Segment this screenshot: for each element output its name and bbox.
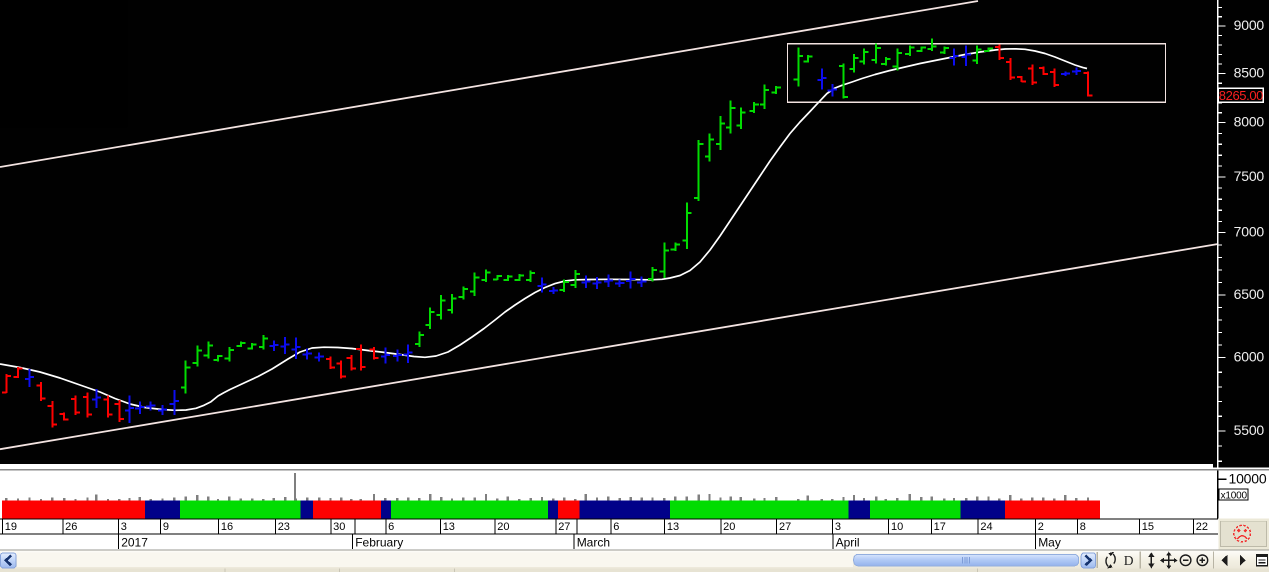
- svg-text:27: 27: [779, 521, 791, 533]
- svg-text:March: March: [577, 535, 610, 549]
- svg-text:8265.00: 8265.00: [1219, 88, 1263, 103]
- svg-text:30: 30: [333, 521, 345, 533]
- svg-text:8000: 8000: [1234, 114, 1265, 130]
- svg-text:6: 6: [388, 521, 394, 533]
- svg-text:16: 16: [221, 521, 233, 533]
- svg-text:2017: 2017: [121, 535, 148, 549]
- svg-text:19: 19: [5, 521, 17, 533]
- svg-text:3: 3: [835, 521, 841, 533]
- svg-text:3: 3: [121, 521, 127, 533]
- svg-text:24: 24: [980, 521, 992, 533]
- svg-text:20: 20: [497, 521, 509, 533]
- svg-text:6500: 6500: [1234, 286, 1265, 302]
- svg-text:5500: 5500: [1234, 422, 1265, 438]
- svg-text:6000: 6000: [1234, 349, 1265, 365]
- svg-text:9000: 9000: [1234, 17, 1265, 33]
- svg-text:9: 9: [163, 521, 169, 533]
- svg-text:6: 6: [613, 521, 619, 533]
- svg-text:17: 17: [934, 521, 946, 533]
- svg-text:April: April: [836, 535, 860, 549]
- svg-text:13: 13: [667, 521, 679, 533]
- svg-text:8500: 8500: [1234, 65, 1265, 81]
- svg-text:D: D: [1124, 553, 1134, 568]
- svg-text:10000: 10000: [1229, 471, 1267, 487]
- svg-text:15: 15: [1142, 521, 1154, 533]
- svg-text:20: 20: [723, 521, 735, 533]
- svg-text:7000: 7000: [1234, 224, 1265, 240]
- svg-text:7500: 7500: [1234, 168, 1265, 184]
- svg-text:23: 23: [278, 521, 290, 533]
- svg-text:26: 26: [65, 521, 77, 533]
- svg-text:x1000: x1000: [1221, 491, 1248, 502]
- svg-text:27: 27: [558, 521, 570, 533]
- svg-text:8: 8: [1080, 521, 1086, 533]
- svg-text:2: 2: [1038, 521, 1044, 533]
- svg-text:May: May: [1038, 535, 1061, 549]
- svg-text:13: 13: [443, 521, 455, 533]
- svg-text:22: 22: [1196, 521, 1208, 533]
- svg-text:February: February: [355, 535, 403, 549]
- svg-text:10: 10: [891, 521, 903, 533]
